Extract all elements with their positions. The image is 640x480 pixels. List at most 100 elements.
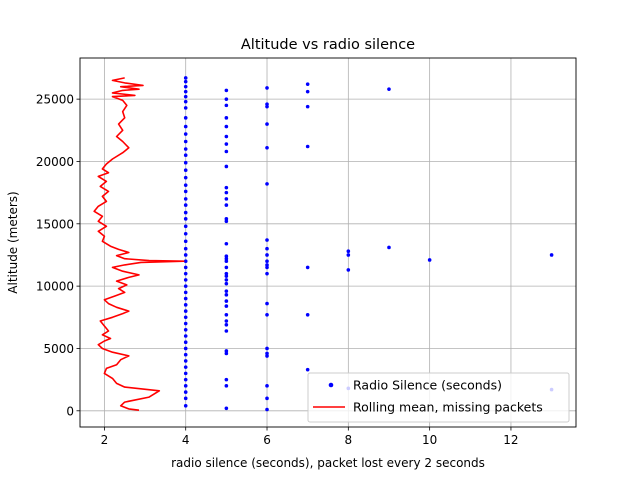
x-axis-label: radio silence (seconds), packet lost eve… bbox=[171, 456, 485, 470]
scatter-point bbox=[183, 84, 188, 89]
scatter-point bbox=[224, 289, 229, 293]
scatter-point bbox=[183, 76, 188, 80]
scatter-point bbox=[183, 160, 188, 165]
scatter-point bbox=[305, 144, 310, 149]
scatter-point bbox=[224, 134, 229, 139]
scatter-point bbox=[183, 94, 188, 99]
scatter-point bbox=[265, 346, 269, 351]
y-tick-label: 0 bbox=[66, 404, 74, 418]
scatter-point bbox=[224, 319, 229, 323]
scatter-point bbox=[224, 219, 229, 224]
scatter-point bbox=[305, 104, 310, 109]
scatter-point bbox=[224, 351, 229, 356]
scatter-point bbox=[265, 354, 269, 358]
scatter-point bbox=[224, 271, 229, 276]
scatter-point bbox=[265, 313, 269, 317]
scatter-point bbox=[224, 197, 229, 201]
y-tick-label: 10000 bbox=[36, 280, 74, 294]
scatter-point bbox=[224, 274, 229, 278]
rolling-mean-line bbox=[93, 77, 185, 411]
scatter-point bbox=[224, 185, 229, 190]
scatter-point bbox=[265, 265, 269, 270]
scatter-point bbox=[265, 263, 269, 267]
scatter-point bbox=[224, 281, 229, 286]
scatter-point bbox=[224, 406, 229, 411]
scatter-point bbox=[183, 231, 188, 236]
scatter-point bbox=[549, 253, 554, 257]
scatter-point bbox=[183, 404, 188, 408]
scatter-point bbox=[183, 147, 188, 151]
scatter-point bbox=[183, 390, 188, 394]
scatter-point bbox=[183, 384, 188, 388]
x-tick-label: 12 bbox=[503, 433, 518, 447]
legend-box bbox=[307, 372, 570, 423]
scatter-point bbox=[183, 246, 188, 251]
legend-label-rolling-mean: Rolling mean, missing packets bbox=[353, 400, 543, 415]
scatter-point bbox=[183, 359, 188, 363]
legend-marker-radio-silence bbox=[328, 382, 334, 388]
y-tick-label: 5000 bbox=[43, 342, 74, 356]
scatter-point bbox=[183, 321, 188, 326]
scatter-point bbox=[183, 309, 188, 313]
scatter-point bbox=[183, 253, 188, 257]
scatter-point bbox=[224, 278, 229, 282]
scatter-point bbox=[305, 82, 310, 86]
scatter-point bbox=[183, 346, 188, 351]
scatter-point bbox=[346, 268, 351, 272]
scatter-point bbox=[183, 217, 188, 221]
scatter-point bbox=[265, 253, 269, 257]
scatter-point bbox=[224, 304, 229, 308]
scatter-point bbox=[224, 322, 229, 327]
scatter-point bbox=[183, 290, 188, 295]
y-tick-label: 25000 bbox=[36, 93, 74, 107]
x-tick-label: 10 bbox=[422, 433, 437, 447]
scatter-point bbox=[305, 89, 310, 94]
scatter-point bbox=[265, 351, 269, 356]
y-tick-label: 20000 bbox=[36, 155, 74, 169]
scatter-point bbox=[183, 239, 188, 244]
scatter-point bbox=[265, 407, 269, 412]
scatter-point bbox=[265, 182, 269, 186]
y-tick-label: 15000 bbox=[36, 217, 74, 231]
scatter-point bbox=[183, 132, 188, 136]
scatter-point bbox=[183, 315, 188, 320]
scatter-point bbox=[183, 183, 188, 187]
scatter-point bbox=[183, 327, 188, 332]
x-tick-label: 6 bbox=[263, 433, 271, 447]
scatter-point bbox=[183, 168, 188, 172]
scatter-point bbox=[224, 190, 229, 195]
x-tick-label: 4 bbox=[182, 433, 190, 447]
scatter-point bbox=[224, 142, 229, 146]
scatter-point bbox=[183, 352, 188, 357]
scatter-point bbox=[224, 203, 229, 207]
scatter-point bbox=[224, 377, 229, 382]
scatter-point bbox=[183, 371, 188, 376]
scatter-point bbox=[224, 259, 229, 263]
legend-label-radio-silence: Radio Silence (seconds) bbox=[353, 378, 502, 393]
scatter-point bbox=[265, 238, 269, 242]
scatter-point bbox=[224, 164, 229, 169]
scatter-point bbox=[183, 303, 188, 307]
scatter-point bbox=[183, 203, 188, 207]
scatter-point bbox=[346, 249, 351, 254]
scatter-point bbox=[183, 278, 188, 282]
scatter-point bbox=[183, 153, 188, 158]
scatter-point bbox=[183, 271, 188, 276]
scatter-point bbox=[183, 89, 188, 94]
scatter-point bbox=[183, 365, 188, 369]
scatter-point bbox=[224, 293, 229, 297]
scatter-point bbox=[224, 349, 229, 353]
scatter-point bbox=[183, 259, 188, 263]
scatter-point bbox=[224, 265, 229, 270]
legend: Radio Silence (seconds) Rolling mean, mi… bbox=[307, 372, 570, 423]
scatter-point bbox=[183, 296, 188, 301]
plot-frame bbox=[79, 57, 577, 428]
scatter-point bbox=[183, 197, 188, 201]
scatter-point bbox=[265, 102, 269, 106]
scatter-point bbox=[183, 334, 188, 338]
scatter-point bbox=[183, 340, 188, 345]
scatter-point bbox=[183, 224, 188, 229]
scatter-point bbox=[387, 87, 391, 91]
y-axis-label: Altitude (meters) bbox=[6, 191, 20, 293]
scatter-point bbox=[224, 241, 229, 246]
